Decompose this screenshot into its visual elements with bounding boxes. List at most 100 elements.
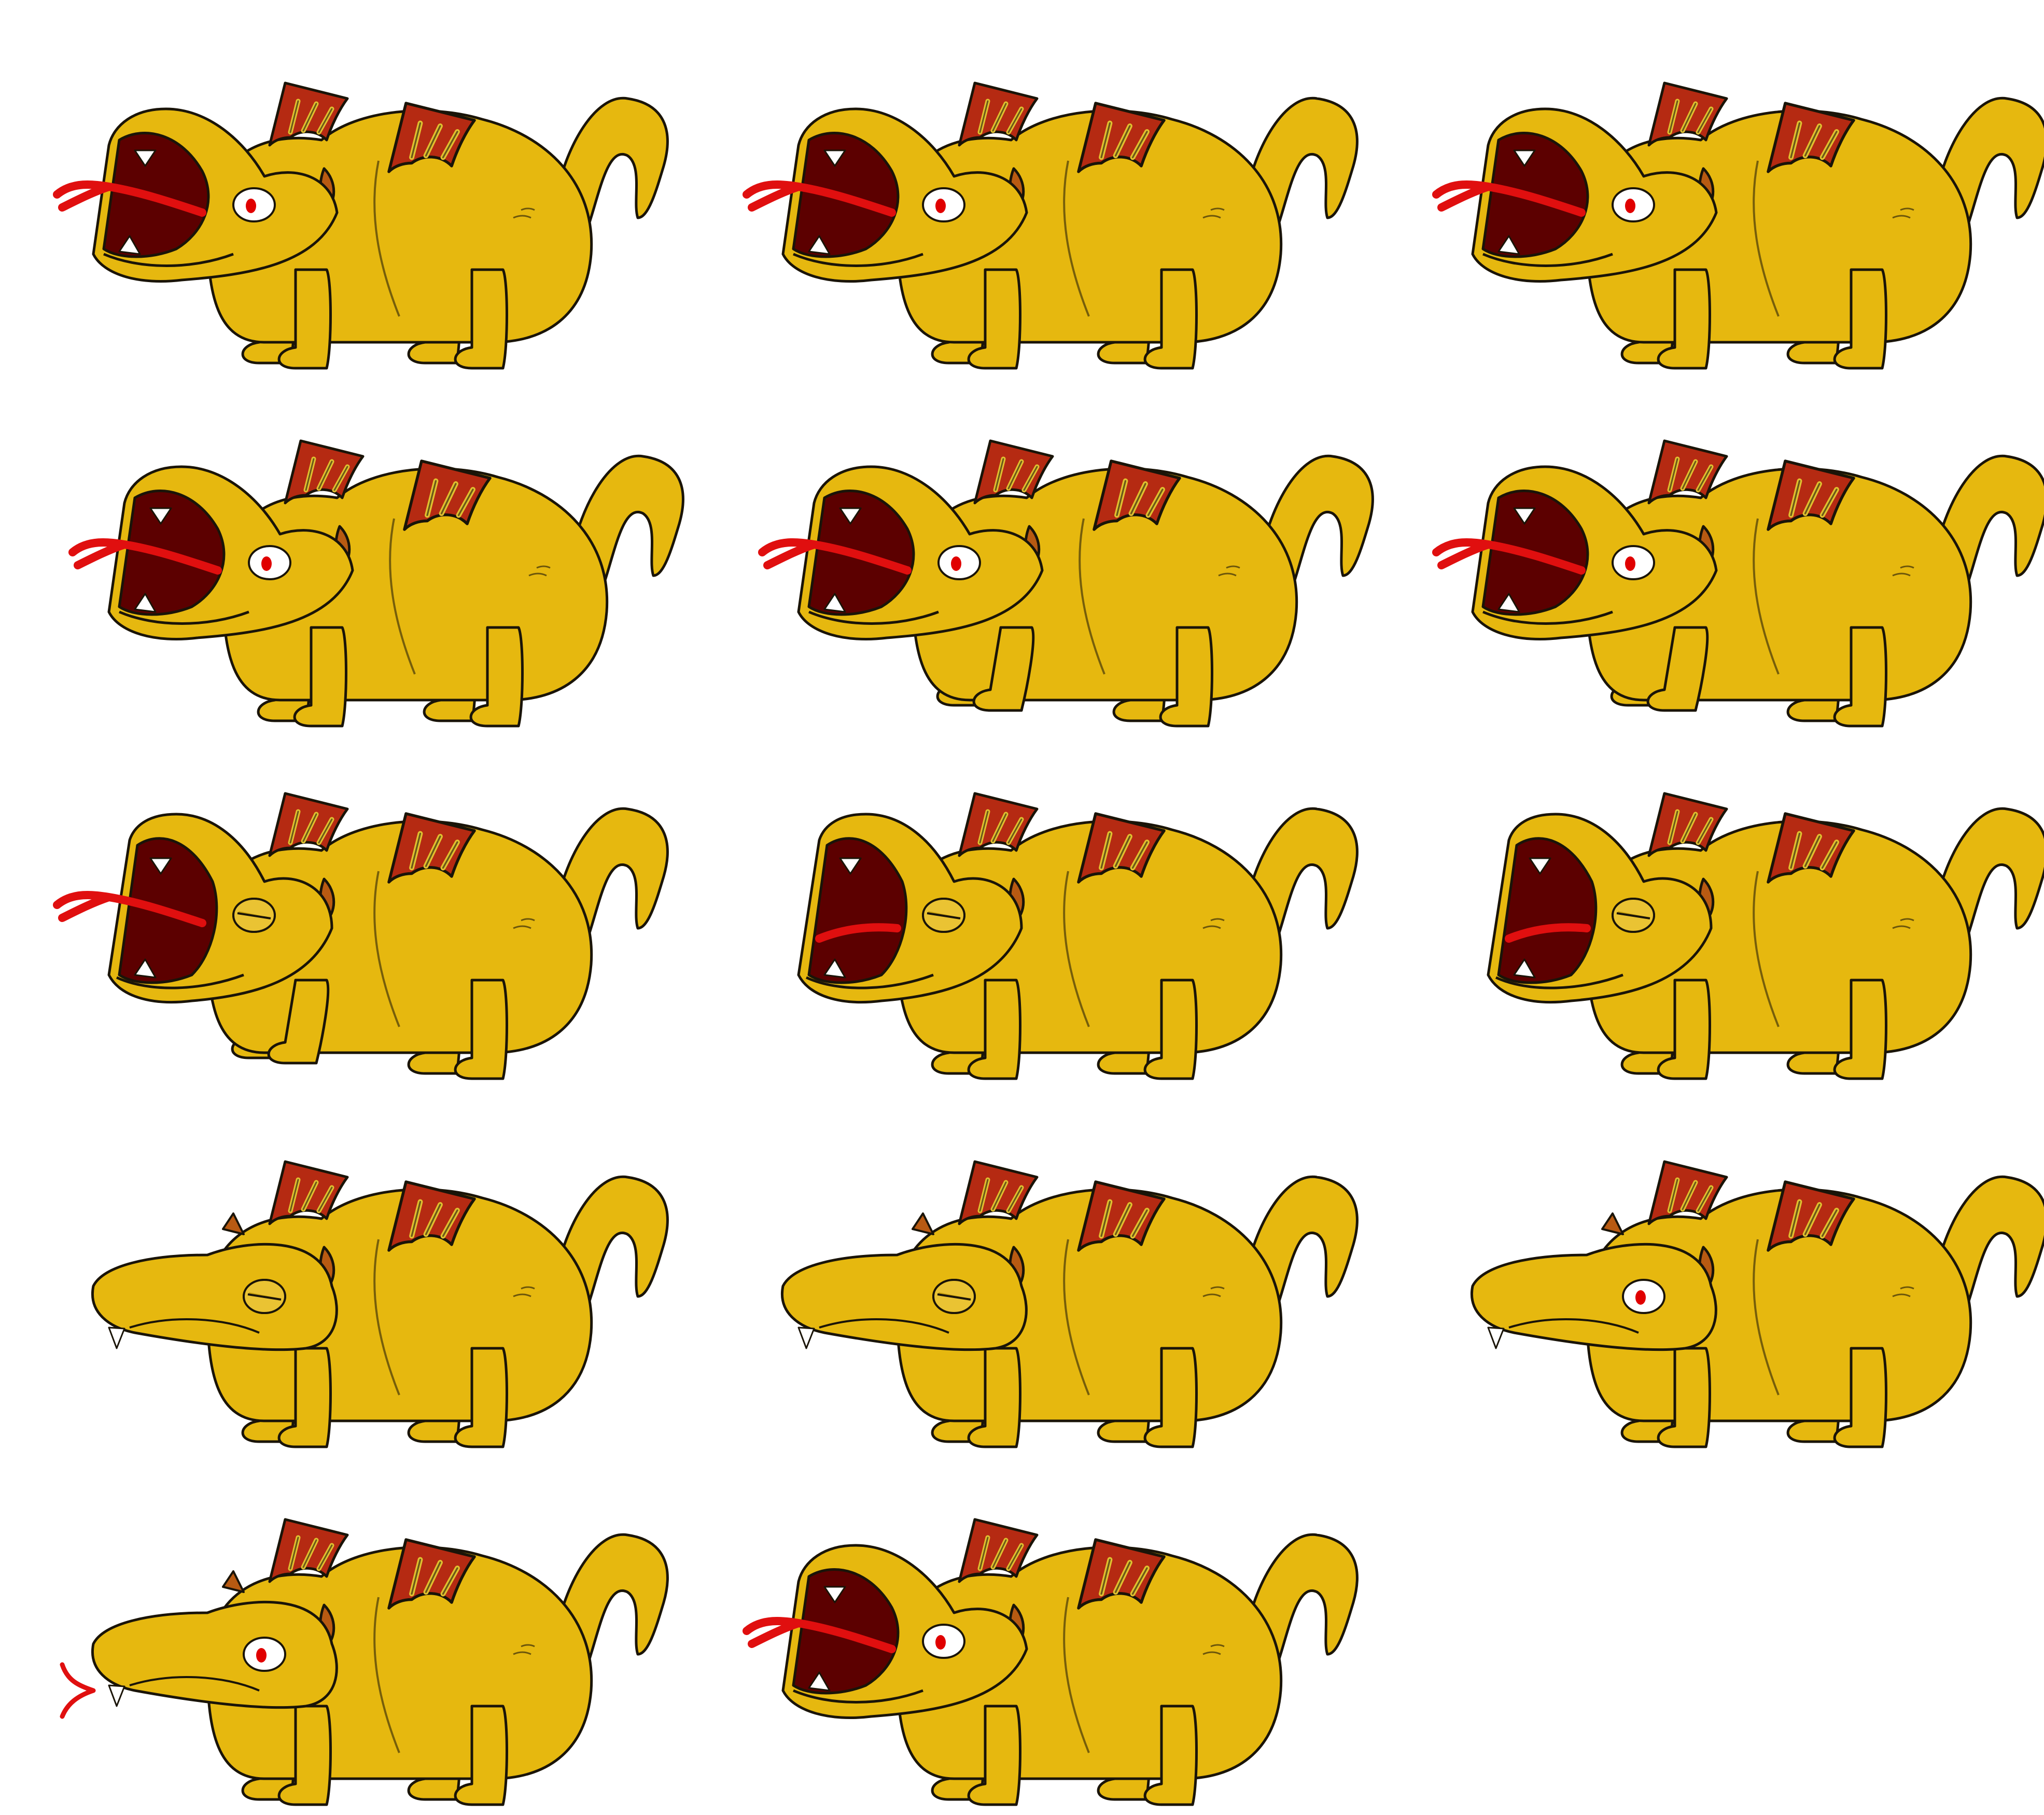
dragon-head [1471,1242,1717,1351]
hind-leg [469,626,524,728]
wing-front [387,1180,476,1252]
front-leg [277,1347,332,1448]
front-leg [967,1705,1021,1806]
dragon-frame [1432,439,2044,728]
front-leg [972,626,1035,712]
hind-leg [1159,626,1213,728]
fang-icon [1487,1327,1505,1349]
tongue-icon [1432,538,1586,575]
pupil-icon [256,1648,267,1663]
dragon-head [91,1242,338,1351]
horn-icon [222,1212,245,1235]
pupil-icon [261,556,272,571]
pupil-icon [935,1635,946,1650]
tooth-icon [1497,593,1520,613]
wing-back [1647,81,1728,147]
dragon-frame [743,1518,1359,1806]
fang-icon [797,1327,815,1349]
tongue-icon [1432,180,1586,217]
dragon-head [91,1600,338,1709]
wing-front [1077,1180,1166,1252]
wing-front [1767,1180,1855,1252]
front-leg [293,626,347,728]
hind-leg [1143,268,1198,370]
tongue-icon [53,180,206,217]
pupil-icon [246,199,256,213]
tooth-icon [823,593,846,613]
wing-front [1093,459,1181,531]
dragon-frame [68,439,684,728]
tooth-icon [808,235,831,255]
front-leg [277,1705,332,1806]
horn-icon [1601,1212,1624,1235]
dragon-frame [797,792,1359,1080]
dragon-frame [1487,792,2044,1080]
pupil-icon [951,556,961,571]
wing-back [284,439,365,505]
wing-back [268,81,349,147]
front-leg [967,1347,1021,1448]
hind-leg [454,1705,508,1806]
pupil-icon [1625,556,1635,571]
hind-leg [1143,1705,1198,1806]
tooth-icon [134,958,157,979]
tongue-icon [68,538,222,575]
dragon-frame [743,81,1359,370]
dragon-frame [1471,1160,2044,1448]
dragon-frame [781,1160,1359,1448]
pupil-icon [1635,1290,1646,1305]
wing-front [1077,812,1166,884]
wing-front [403,459,492,531]
tooth-icon [134,149,157,167]
wing-back [1647,1160,1728,1225]
wing-back [268,792,349,857]
dragon-frame [758,439,1374,728]
tooth-icon [1513,507,1536,525]
front-leg [967,268,1021,370]
wing-back [958,792,1039,857]
wing-front [1077,102,1166,173]
tongue-icon [815,923,901,943]
tooth-icon [149,857,172,875]
tooth-icon [1513,958,1536,979]
tooth-icon [118,235,141,255]
wing-back [268,1160,349,1225]
pupil-icon [1625,199,1635,213]
wing-front [1767,812,1855,884]
front-leg [277,268,332,370]
dragon-frame [91,1160,669,1448]
wing-front [1767,459,1855,531]
tooth-icon [149,507,172,525]
hind-leg [1143,1347,1198,1448]
dragon-mouth [807,837,908,984]
wing-front [1077,1538,1166,1610]
wing-back [1647,439,1728,505]
dragon-frame [1432,81,2044,370]
front-leg [1646,626,1709,712]
tooth-icon [1497,235,1520,255]
wing-back [268,1518,349,1583]
hind-leg [1833,1347,1887,1448]
hind-leg [1833,268,1887,370]
dragon-frame [53,81,669,370]
dragon-mouth [1497,837,1598,984]
tongue-icon [743,1616,896,1653]
hind-leg [454,979,508,1080]
wing-front [1767,102,1855,173]
wing-back [958,81,1039,147]
hind-leg [454,1347,508,1448]
fang-icon [108,1327,125,1349]
tongue-icon [53,890,206,927]
wing-back [973,439,1054,505]
pupil-icon [935,199,946,213]
tooth-icon [839,507,862,525]
wing-front [387,812,476,884]
dragon-frame [60,1518,669,1806]
front-leg [1657,268,1711,370]
tooth-icon [823,958,846,979]
tooth-icon [1529,857,1551,875]
horn-icon [912,1212,934,1235]
tooth-icon [1513,149,1536,167]
